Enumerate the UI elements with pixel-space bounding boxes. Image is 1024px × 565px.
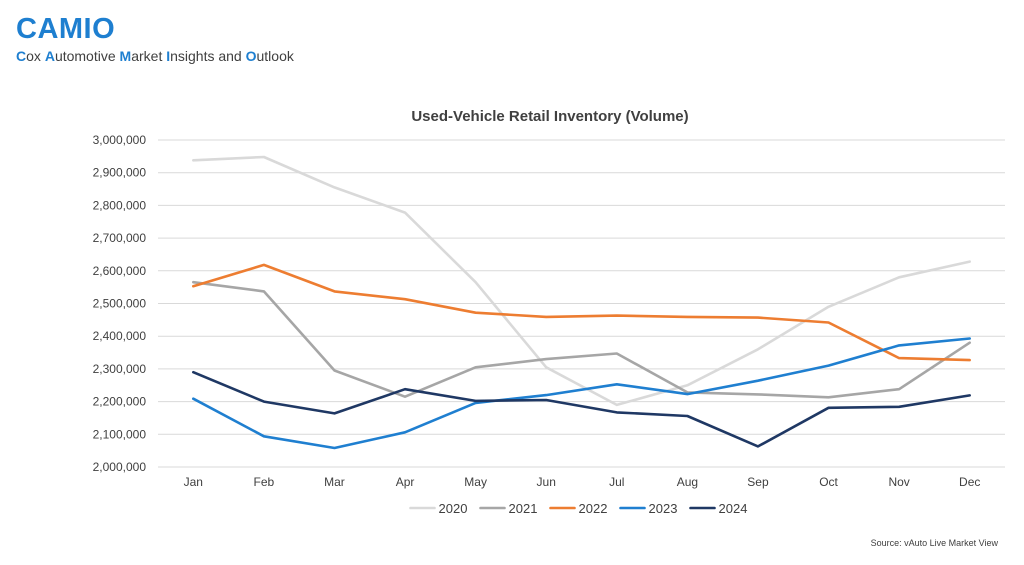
brand-title: CAMIO [16,13,116,45]
x-tick-label: Sep [747,475,769,489]
legend-label: 2020 [439,501,468,516]
x-tick-label: Jan [184,475,203,489]
x-tick-label: Aug [677,475,698,489]
y-tick-label: 2,000,000 [93,460,147,474]
y-tick-label: 2,100,000 [93,427,147,441]
series-line-2022 [192,263,972,362]
x-tick-label: Jun [537,475,556,489]
brand-subtitle-part: ox [26,48,45,64]
brand-subtitle-part: utlook [256,48,294,64]
brand-subtitle-part: I [166,48,171,64]
series-line-2023 [192,337,972,450]
y-tick-label: 2,700,000 [93,231,147,245]
x-tick-label: May [464,475,487,489]
y-tick-label: 2,300,000 [93,362,147,376]
y-tick-label: 2,500,000 [93,297,147,311]
x-tick-label: Nov [888,475,909,489]
series-line-2020 [192,155,972,407]
x-tick-label: Feb [254,475,275,489]
brand-subtitle-part: C [16,48,27,64]
y-tick-label: 3,000,000 [93,133,147,147]
y-tick-label: 2,800,000 [93,198,147,212]
chart-title: Used-Vehicle Retail Inventory (Volume) [411,108,689,125]
brand-subtitle-part: arket [131,48,167,64]
x-tick-label: Mar [324,475,345,489]
brand-subtitle-part: nsights and [170,48,246,64]
brand-subtitle-part: A [44,48,55,64]
brand-subtitle-part: M [119,48,132,64]
y-tick-label: 2,600,000 [93,264,147,278]
brand-subtitle-part: utomotive [54,48,120,64]
x-tick-label: Oct [819,475,838,489]
brand-subtitle-part: O [245,48,257,64]
y-tick-label: 2,400,000 [93,329,147,343]
x-tick-label: Jul [609,475,624,489]
brand-subtitle: Cox Automotive Market Insights and Outlo… [16,48,294,64]
series-line-2024 [192,370,972,448]
x-tick-label: Dec [959,475,980,489]
legend-label: 2023 [649,501,678,516]
y-tick-label: 2,900,000 [93,166,147,180]
legend-label: 2021 [509,501,538,516]
source-note: Source: vAuto Live Market View [870,538,998,548]
y-tick-label: 2,200,000 [93,395,147,409]
legend-label: 2022 [579,501,608,516]
series-line-2021 [192,280,972,399]
legend-label: 2024 [719,501,748,516]
x-tick-label: Apr [396,475,415,489]
brand-block: CAMIO Cox Automotive Market Insights and… [16,12,294,64]
